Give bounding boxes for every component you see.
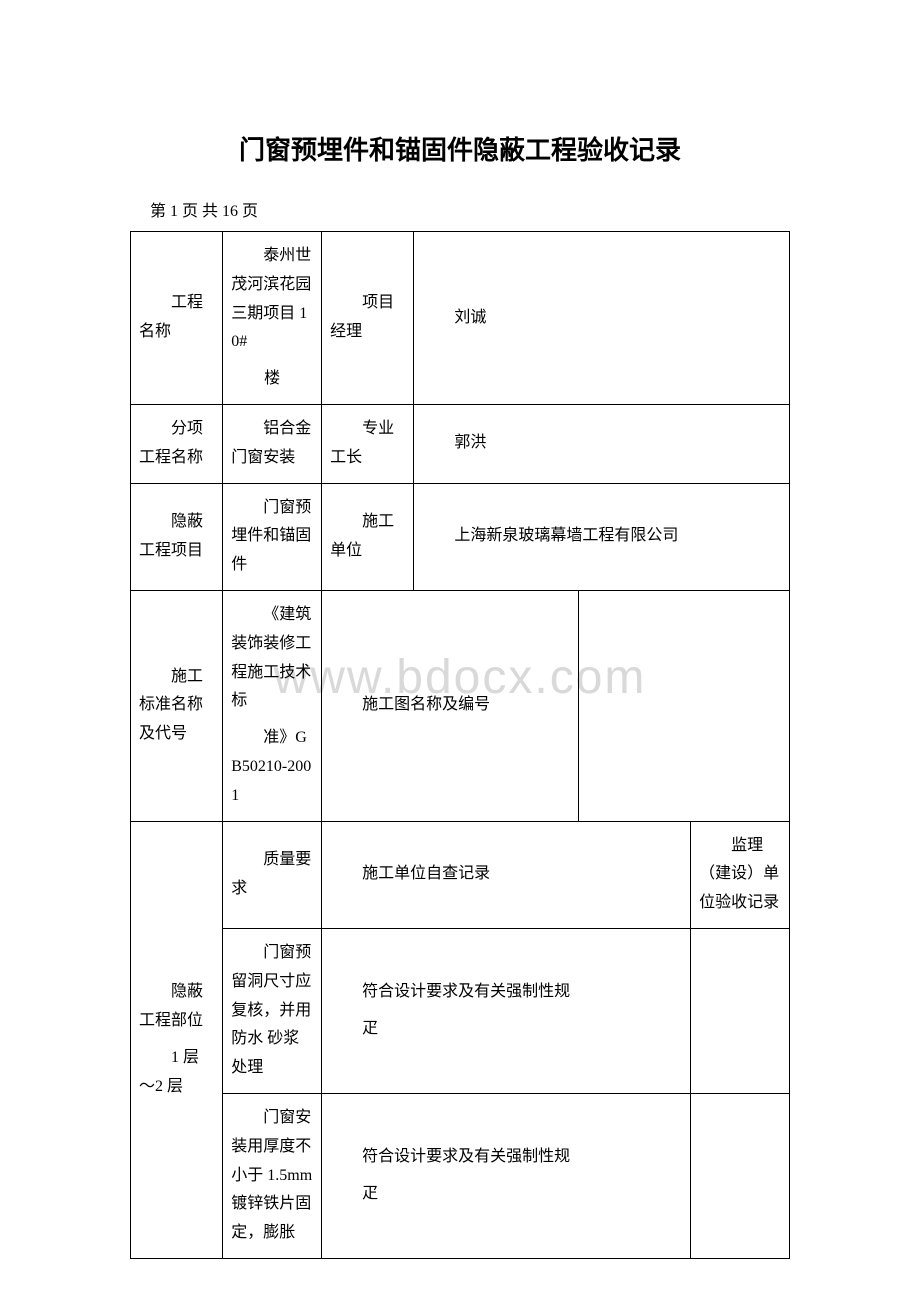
value: 疋 [330,1015,682,1044]
table-row: 施工标准名称及代号 《建筑装饰装修工程施工技术标 准》GB50210-2001 … [131,590,790,821]
value: 符合设计要求及有关强制性规 [330,978,682,1007]
cell-req-1: 门窗预留洞尺寸应复核，并用防水 砂浆处理 [223,928,322,1093]
table-row: 门窗安装用厚度不小于 1.5mm 镀锌铁片固定，膨胀 符合设计要求及有关强制性规… [131,1093,790,1258]
label: 分项工程名称 [139,415,214,473]
value: 楼 [231,365,313,394]
value: 门窗预埋件和锚固件 [231,494,313,580]
label: 工程名称 [139,289,214,347]
label: 质量要求 [231,846,313,904]
label: 监理（建设）单位验收记录 [699,832,781,918]
value: 郭洪 [422,429,781,458]
value: 疋 [330,1180,682,1209]
cell-sup-1 [691,928,790,1093]
label: 施工标准名称及代号 [139,663,214,749]
cell-check-1: 符合设计要求及有关强制性规 疋 [322,928,691,1093]
table-row: 工程名称 泰州世茂河滨花园三期项目 10# 楼 项目经理 刘诚 [131,232,790,405]
value: 准》GB50210-2001 [231,724,313,810]
cell-pm-label: 项目经理 [322,232,414,405]
cell-drawing-label: 施工图名称及编号 [322,590,579,821]
label: 施工单位 [330,508,405,566]
label: 1 层～2 层 [139,1044,214,1102]
cell-selfcheck-label: 施工单位自查记录 [322,821,691,928]
value: 上海新泉玻璃幕墙工程有限公司 [422,522,781,551]
cell-subproject-label: 分项工程名称 [131,404,223,483]
value: 泰州世茂河滨花园三期项目 10# [231,242,313,357]
page-title: 门窗预埋件和锚固件隐蔽工程验收记录 [130,130,790,167]
cell-hidden-item-label: 隐蔽工程项目 [131,483,223,590]
value: 《建筑装饰装修工程施工技术标 [231,601,313,716]
value: 刘诚 [422,304,781,333]
cell-req-2: 门窗安装用厚度不小于 1.5mm 镀锌铁片固定，膨胀 [223,1093,322,1258]
cell-foreman-value: 郭洪 [414,404,790,483]
page-number: 第 1 页 共 16 页 [130,197,790,221]
cell-sup-2 [691,1093,790,1258]
cell-project-name-label: 工程名称 [131,232,223,405]
cell-quality-label: 质量要求 [223,821,322,928]
table-row: 隐蔽工程部位 1 层～2 层 质量要求 施工单位自查记录 监理（建设）单位验收记… [131,821,790,928]
cell-project-name-value: 泰州世茂河滨花园三期项目 10# 楼 [223,232,322,405]
value: 门窗安装用厚度不小于 1.5mm 镀锌铁片固定，膨胀 [231,1104,313,1248]
cell-supervision-label: 监理（建设）单位验收记录 [691,821,790,928]
cell-contractor-label: 施工单位 [322,483,414,590]
cell-location-label: 隐蔽工程部位 1 层～2 层 [131,821,223,1258]
label: 施工单位自查记录 [330,860,682,889]
table-row: 门窗预留洞尺寸应复核，并用防水 砂浆处理 符合设计要求及有关强制性规 疋 [131,928,790,1093]
cell-pm-value: 刘诚 [414,232,790,405]
cell-contractor-value: 上海新泉玻璃幕墙工程有限公司 [414,483,790,590]
value: 铝合金门窗安装 [231,415,313,473]
cell-hidden-item-value: 门窗预埋件和锚固件 [223,483,322,590]
cell-standard-label: 施工标准名称及代号 [131,590,223,821]
record-table: 工程名称 泰州世茂河滨花园三期项目 10# 楼 项目经理 刘诚 分项工程名称 铝… [130,231,790,1259]
cell-check-2: 符合设计要求及有关强制性规 疋 [322,1093,691,1258]
label: 项目经理 [330,289,405,347]
cell-foreman-label: 专业工长 [322,404,414,483]
cell-drawing-value [579,590,790,821]
table-row: 分项工程名称 铝合金门窗安装 专业工长 郭洪 [131,404,790,483]
label: 隐蔽工程部位 [139,978,214,1036]
cell-standard-value: 《建筑装饰装修工程施工技术标 准》GB50210-2001 [223,590,322,821]
label: 专业工长 [330,415,405,473]
value: 符合设计要求及有关强制性规 [330,1143,682,1172]
value: 门窗预留洞尺寸应复核，并用防水 砂浆处理 [231,939,313,1083]
table-row: 隐蔽工程项目 门窗预埋件和锚固件 施工单位 上海新泉玻璃幕墙工程有限公司 [131,483,790,590]
label: 隐蔽工程项目 [139,508,214,566]
cell-subproject-value: 铝合金门窗安装 [223,404,322,483]
label: 施工图名称及编号 [330,691,570,720]
